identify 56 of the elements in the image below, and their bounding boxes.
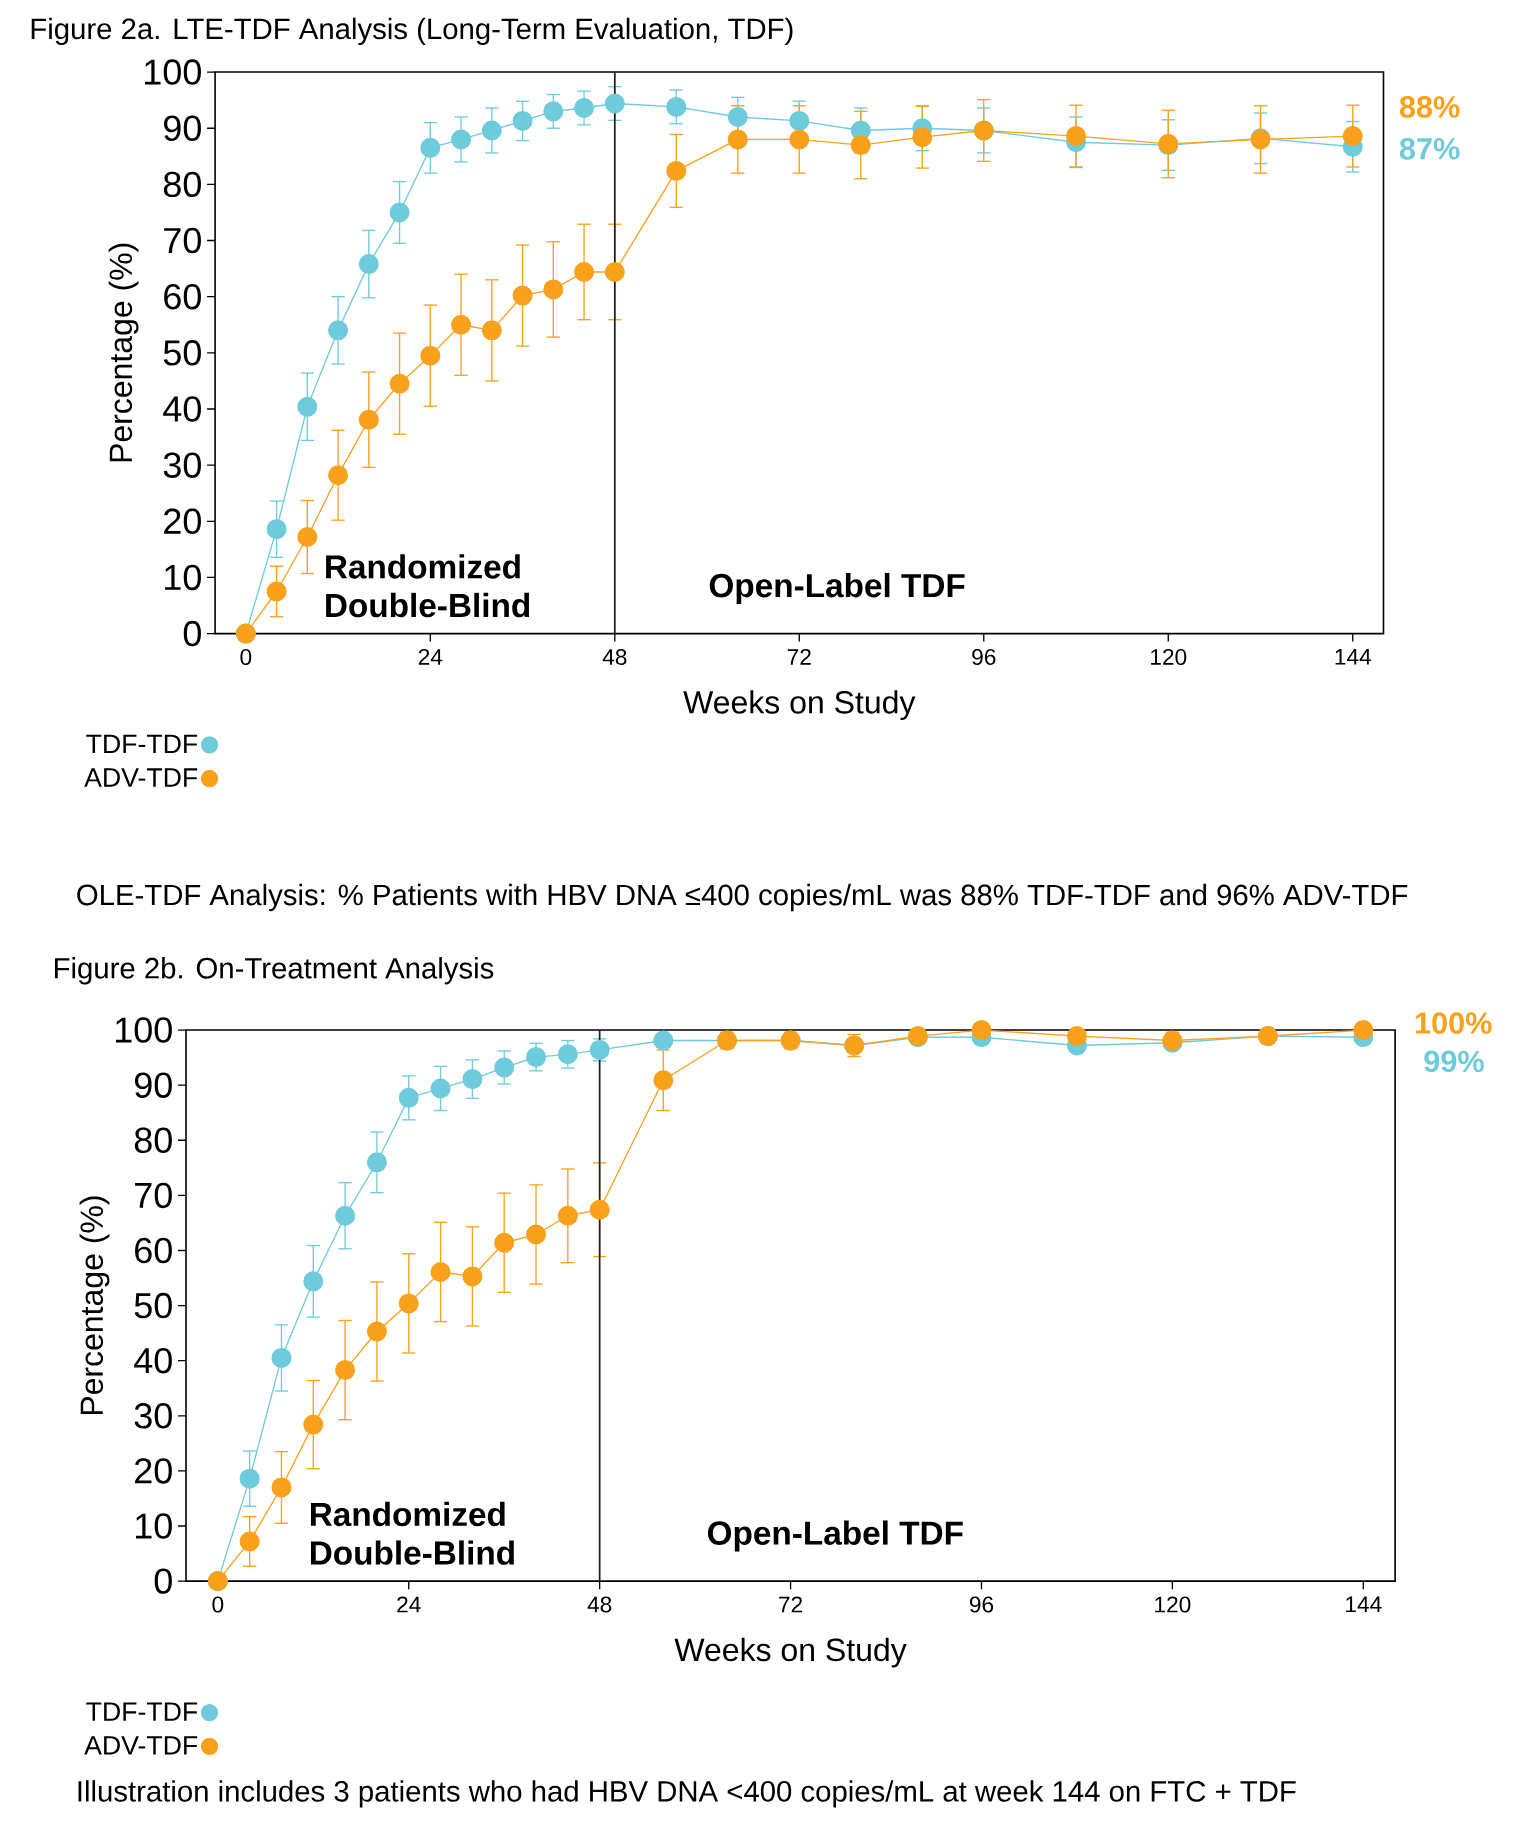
x-tick-label: 120: [1151, 648, 1187, 666]
y-tick-label: 90: [134, 1072, 172, 1098]
x-tick-label: 72: [779, 1596, 803, 1613]
y-axis-title: Percentage (%): [108, 243, 139, 462]
y-tick-label: 70: [164, 227, 201, 254]
x-tick-label: 96: [972, 648, 996, 666]
x-tick-label: 120: [1155, 1596, 1191, 1613]
y-tick-label: 60: [164, 283, 201, 310]
legend-label: ADV-TDF: [84, 768, 198, 787]
x-tick-label: 48: [602, 648, 627, 666]
legend-label: ADV-TDF: [84, 1736, 198, 1755]
y-tick-label: 80: [163, 171, 201, 198]
annotation: Open-Label TDF: [709, 572, 965, 605]
y-tick-label: 100: [145, 59, 201, 85]
x-tick-label: 48: [587, 1596, 612, 1613]
x-axis-title: Weeks on Study: [674, 1637, 907, 1668]
y-tick-label: 30: [163, 452, 201, 478]
chart-title: Figure 2b. On-Treatment Analysis: [54, 957, 494, 985]
y-tick-label: 0: [154, 1568, 172, 1594]
y-tick-label: 30: [134, 1403, 172, 1429]
text: 99%: [1424, 1050, 1484, 1073]
annotation: Randomized Double-Blind: [326, 554, 530, 618]
text: OLE-TDF Analysis: % Patients with HBV DNA ≤400 copies/mL was 88% TDF-TDF and 96% ADV-TDF: [77, 883, 1408, 912]
legend-label: TDF-TDF: [86, 734, 198, 754]
x-tick-label: 0: [212, 1596, 224, 1613]
annotation: Randomized Double-Blind: [310, 1501, 514, 1565]
x-tick-label: 24: [418, 648, 443, 665]
y-axis-title: Percentage (%): [79, 1196, 110, 1415]
text: Illustration includes 3 patients who had HBV DNA <400 copies/mL at week 144 on FTC + TDF: [78, 1780, 1296, 1808]
text: 100%: [1415, 1012, 1492, 1034]
y-tick-label: 80: [134, 1127, 172, 1154]
y-tick-label: 90: [164, 115, 201, 141]
y-tick-label: 70: [135, 1182, 172, 1209]
y-tick-label: 40: [134, 1347, 172, 1374]
y-tick-label: 10: [165, 564, 201, 591]
y-tick-label: 60: [135, 1237, 172, 1264]
y-tick-label: 100: [115, 1017, 172, 1043]
x-tick-label: 144: [1335, 648, 1371, 665]
x-axis-title: Weeks on Study: [683, 690, 916, 721]
text: 88%: [1399, 96, 1460, 118]
x-tick-label: 144: [1346, 1596, 1382, 1613]
annotation: Open-Label TDF: [707, 1520, 963, 1552]
x-tick-label: 0: [240, 648, 252, 666]
y-tick-label: 50: [163, 340, 201, 366]
y-tick-label: 10: [136, 1513, 172, 1539]
x-tick-label: 96: [969, 1596, 994, 1613]
text: 87%: [1399, 137, 1460, 160]
y-tick-label: 40: [163, 396, 201, 422]
chart-title: Figure 2a. LTE-TDF Analysis (Long-Term Evaluation, TDF): [31, 17, 793, 46]
y-tick-label: 20: [135, 1458, 172, 1484]
y-tick-label: 0: [183, 620, 201, 647]
x-tick-label: 72: [787, 648, 811, 665]
y-tick-label: 50: [134, 1292, 172, 1319]
y-tick-label: 20: [164, 508, 201, 535]
x-tick-label: 24: [397, 1596, 421, 1613]
legend-label: TDF-TDF: [86, 1702, 198, 1721]
